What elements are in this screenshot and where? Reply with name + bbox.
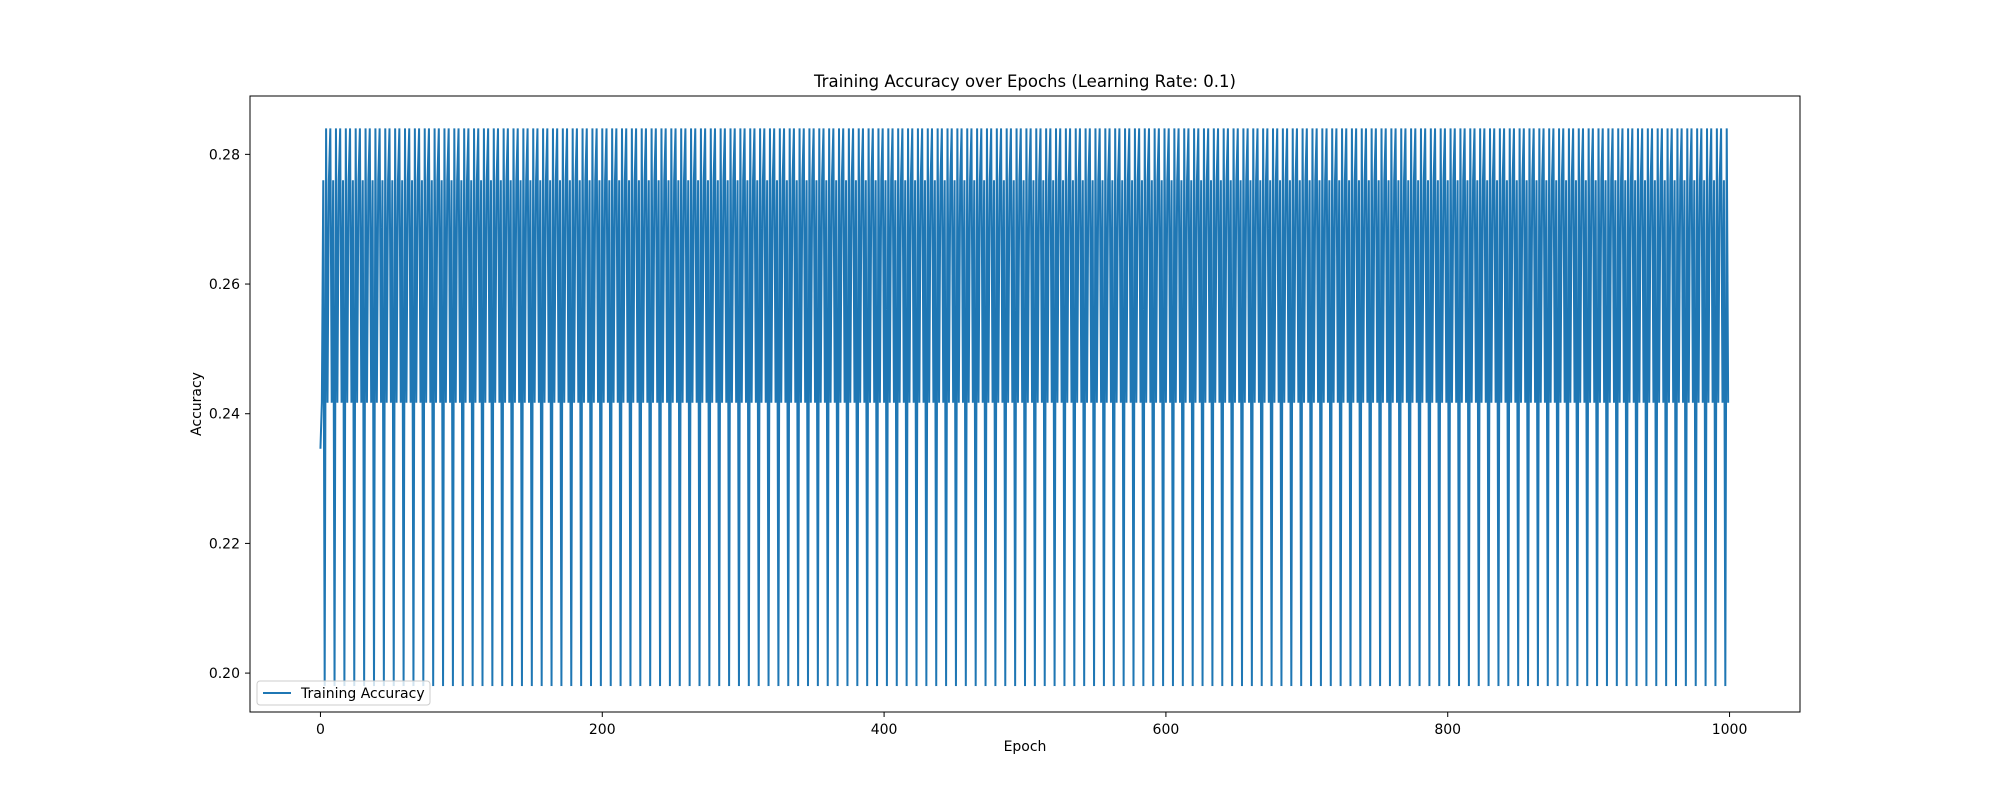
y-axis-ticks: 0.20 0.22 0.24 0.26 0.28 <box>209 147 250 682</box>
legend-label-training-accuracy: Training Accuracy <box>300 686 425 702</box>
x-axis-ticks: 0 200 400 600 800 1000 <box>316 712 1747 738</box>
y-axis-label: Accuracy <box>189 372 205 436</box>
x-tick-label: 400 <box>871 722 898 738</box>
y-tick-label: 0.20 <box>209 666 240 682</box>
x-axis-label: Epoch <box>1004 739 1047 755</box>
x-tick-label: 0 <box>316 722 325 738</box>
series-layer <box>319 128 1730 687</box>
series-line-training-accuracy <box>319 128 1730 687</box>
legend-box <box>256 680 431 706</box>
x-tick-label: 200 <box>589 722 616 738</box>
plot-area-frame <box>249 95 1801 713</box>
y-tick-label: 0.24 <box>209 407 240 423</box>
x-tick-label: 800 <box>1434 722 1461 738</box>
chart-title: Training Accuracy over Epochs (Learning … <box>813 72 1236 91</box>
legend: Training Accuracy <box>256 680 431 706</box>
x-tick-label: 600 <box>1153 722 1180 738</box>
y-tick-label: 0.22 <box>209 536 240 552</box>
y-tick-label: 0.26 <box>209 277 240 293</box>
x-tick-label: 1000 <box>1712 722 1748 738</box>
y-tick-label: 0.28 <box>209 147 240 163</box>
